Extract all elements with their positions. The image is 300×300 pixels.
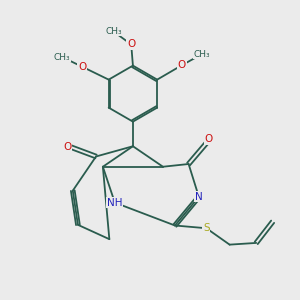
Text: O: O — [64, 142, 72, 152]
Text: O: O — [78, 61, 86, 72]
Text: CH₃: CH₃ — [54, 52, 70, 62]
Text: CH₃: CH₃ — [193, 50, 210, 59]
Text: O: O — [127, 39, 135, 50]
Text: CH₃: CH₃ — [105, 27, 122, 36]
Text: O: O — [178, 60, 186, 70]
Text: S: S — [203, 223, 210, 233]
Text: N: N — [195, 192, 203, 202]
Text: NH: NH — [107, 198, 123, 208]
Text: O: O — [204, 134, 212, 144]
